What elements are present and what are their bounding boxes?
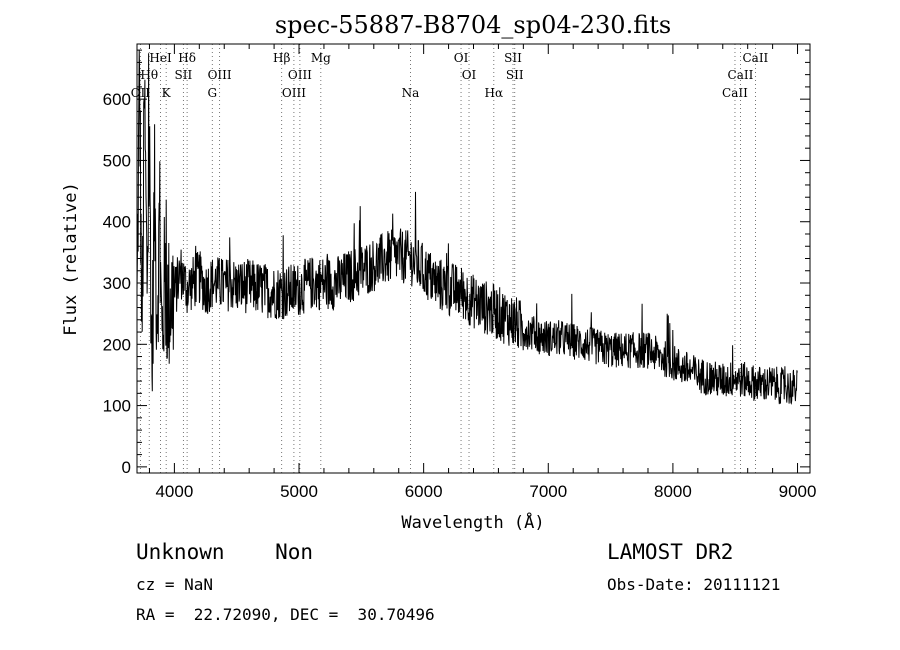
spectral-line-markers: OIIHθHeIKSIIHδGOIIIHβOIIIOIIIMgNaOIOIHαS…	[131, 44, 769, 473]
spectral-line-label: Mg	[311, 51, 331, 65]
y-tick-label: 100	[103, 397, 131, 416]
spectral-line-label: CaII	[742, 51, 768, 65]
x-tick-label: 4000	[155, 482, 193, 501]
spectral-line-label: K	[162, 86, 172, 100]
observation-date: Obs-Date: 20111121	[607, 575, 781, 594]
axis-ticks: 4000 5000 6000 7000 8000 9000 0 100 200 300 400 500…	[103, 44, 817, 501]
x-tick-label: 8000	[654, 482, 692, 501]
y-axis-label: Flux (relative)	[61, 182, 81, 336]
spectral-line-label: OIII	[288, 68, 312, 82]
spectral-line-label: HeI	[149, 51, 172, 65]
coordinates: RA = 22.72090, DEC = 30.70496	[136, 605, 435, 624]
y-tick-label: 500	[103, 151, 131, 170]
x-tick-label: 6000	[405, 482, 443, 501]
y-tick-label: 200	[103, 335, 131, 354]
spectral-line-label: Hθ	[140, 68, 158, 82]
spectrum-line	[136, 49, 798, 405]
spectral-line-label: CaII	[722, 86, 748, 100]
spectral-line-label: OI	[462, 68, 477, 82]
chart-title: spec-55887-B8704_sp04-230.fits	[275, 11, 671, 39]
x-tick-label: 5000	[280, 482, 318, 501]
spectral-line-label: OII	[131, 86, 151, 100]
spectral-line-label: SII	[504, 51, 522, 65]
y-tick-label: 300	[103, 274, 131, 293]
spectral-line-label: SII	[506, 68, 524, 82]
x-tick-label: 9000	[779, 482, 817, 501]
spectral-line-label: OI	[454, 51, 469, 65]
spectral-line-label: Hα	[485, 86, 504, 100]
x-axis-label: Wavelength (Å)	[401, 511, 544, 533]
spectral-line-label: CaII	[728, 68, 754, 82]
y-tick-label: 400	[103, 213, 131, 232]
spectral-line-label: G	[207, 86, 217, 100]
spectral-line-label: OIII	[208, 68, 232, 82]
plot-frame	[136, 43, 811, 474]
spectral-line-label: OIII	[282, 86, 306, 100]
classification-text: Unknown Non	[136, 540, 314, 564]
y-tick-label: 0	[122, 458, 131, 477]
x-tick-label: 7000	[529, 482, 567, 501]
survey-name: LAMOST DR2	[607, 540, 734, 564]
spectral-line-label: Hδ	[178, 51, 196, 65]
cz-value: cz = NaN	[136, 575, 214, 594]
spectral-line-label: SII	[175, 68, 193, 82]
y-tick-label: 600	[103, 90, 131, 109]
spectral-line-label: Na	[402, 86, 420, 100]
spectral-line-label: Hβ	[273, 51, 290, 65]
